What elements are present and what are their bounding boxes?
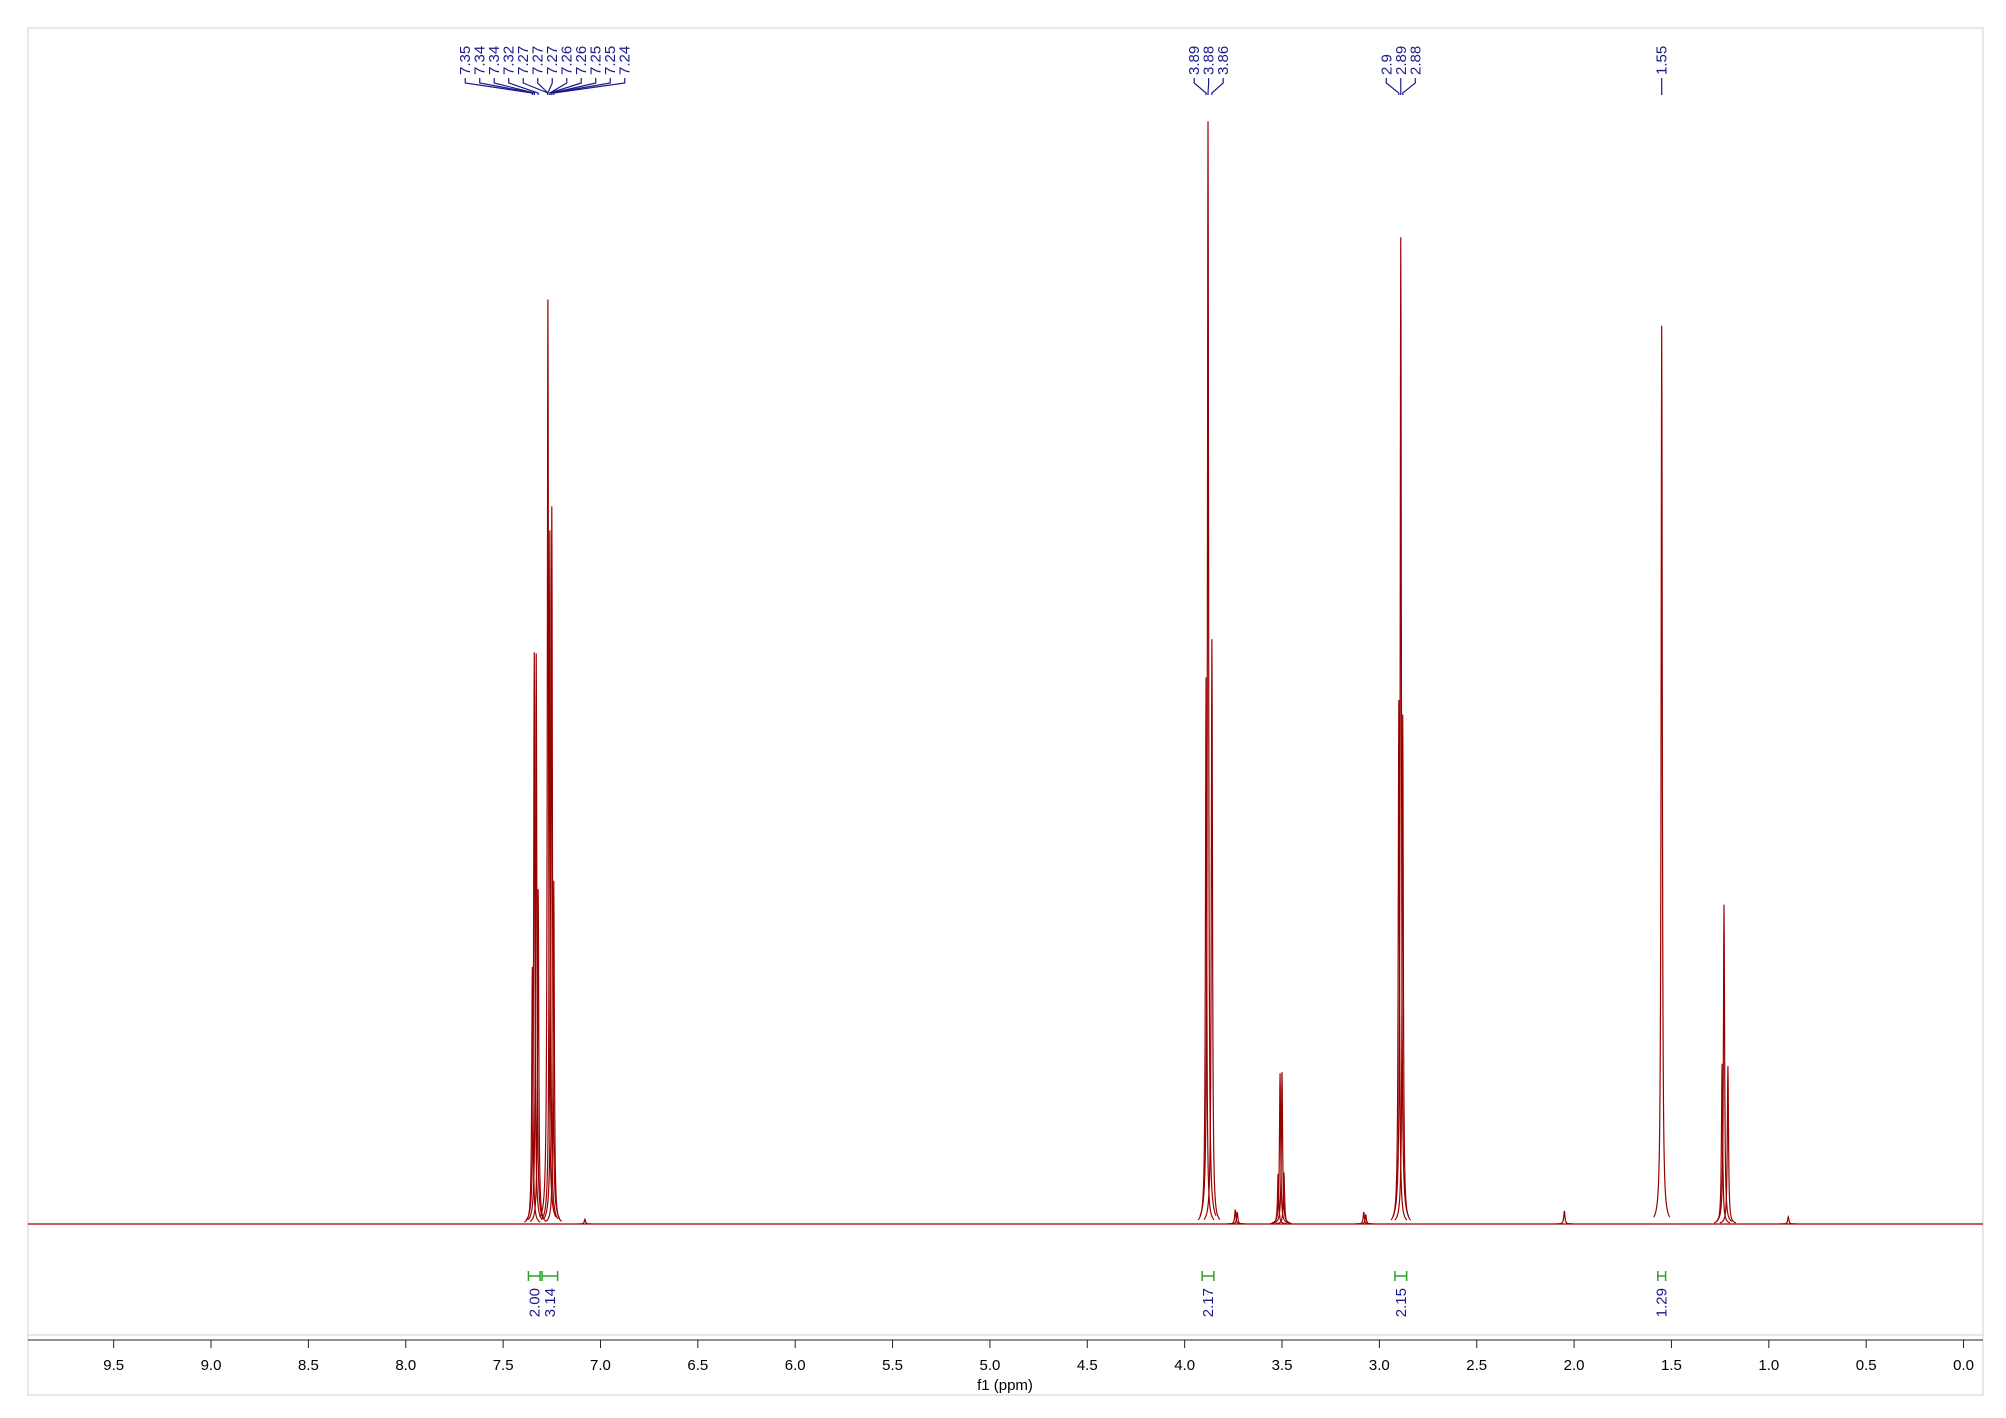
integral-label: 2.15 — [1393, 1288, 1410, 1317]
x-tick-label: 7.0 — [590, 1357, 611, 1374]
peak — [1653, 325, 1671, 1218]
x-tick-label: 9.0 — [201, 1357, 222, 1374]
peak-leader — [1193, 78, 1207, 95]
peak — [1719, 1066, 1737, 1224]
peak-label: 7.25 — [602, 46, 619, 75]
x-tick-label: 2.5 — [1466, 1357, 1487, 1374]
x-tick-label: 9.5 — [103, 1357, 124, 1374]
x-tick-label: 3.0 — [1369, 1357, 1390, 1374]
integral-bracket — [541, 1271, 559, 1281]
peak-label: 2.9 — [1378, 54, 1395, 75]
peak-label: 7.27 — [515, 46, 532, 75]
peak-label: 1.55 — [1654, 46, 1671, 75]
x-tick-label: 5.5 — [882, 1357, 903, 1374]
peak-leader — [1211, 78, 1224, 95]
peak-leader — [1207, 78, 1210, 95]
peak-leader — [551, 78, 611, 95]
integral-label: 1.29 — [1654, 1288, 1671, 1317]
peak-label: 7.25 — [588, 46, 605, 75]
integral-label: 2.17 — [1200, 1288, 1217, 1317]
peak-label: 7.32 — [501, 46, 518, 75]
peak-leader — [1385, 78, 1400, 95]
peak-label: 7.27 — [530, 46, 547, 75]
integral-label: 3.14 — [542, 1288, 559, 1317]
peak-label: 7.24 — [617, 46, 634, 75]
peak — [1556, 1210, 1573, 1225]
x-tick-label: 6.5 — [687, 1357, 708, 1374]
peak — [1199, 121, 1217, 1216]
peak — [1392, 237, 1410, 1217]
peak-label: 7.26 — [573, 46, 590, 75]
x-tick-label: 8.0 — [395, 1357, 416, 1374]
x-tick-label: 1.0 — [1758, 1357, 1779, 1374]
peak — [541, 530, 559, 1220]
peak-label: 7.27 — [544, 46, 561, 75]
peak — [1357, 1214, 1374, 1225]
plot-frame — [27, 27, 1984, 1336]
peak — [1715, 904, 1733, 1223]
peak — [539, 299, 557, 1218]
peak-label: 7.35 — [457, 46, 474, 75]
peak-label: 7.26 — [559, 46, 576, 75]
peak — [1203, 639, 1221, 1220]
x-tick-label: 0.5 — [1856, 1357, 1877, 1374]
peak-label: 3.86 — [1215, 46, 1232, 75]
peak-leader — [508, 78, 539, 95]
peak-leader — [493, 78, 535, 95]
x-tick-label: 4.0 — [1174, 1357, 1195, 1374]
peak-label: 3.89 — [1186, 46, 1203, 75]
peak-leader — [553, 78, 626, 95]
peak — [576, 1217, 593, 1225]
x-tick-label: 1.5 — [1661, 1357, 1682, 1374]
peak-label: 2.88 — [1407, 46, 1424, 75]
x-tick-label: 8.5 — [298, 1357, 319, 1374]
x-tick-label: 3.5 — [1272, 1357, 1293, 1374]
integral-bracket — [1657, 1271, 1667, 1281]
peak-label: 7.34 — [472, 46, 489, 75]
integral-bracket — [1394, 1271, 1408, 1281]
peak-label: 2.89 — [1393, 46, 1410, 75]
peak-leader — [549, 78, 582, 95]
peak — [1275, 1172, 1293, 1225]
x-tick-label: 0.0 — [1953, 1357, 1974, 1374]
peak — [1229, 1211, 1246, 1225]
peak-leader — [1402, 78, 1416, 95]
peak — [1394, 714, 1412, 1221]
x-tick-label: 2.0 — [1564, 1357, 1585, 1374]
x-tick-label: 7.5 — [493, 1357, 514, 1374]
x-axis-label: f1 (ppm) — [977, 1377, 1033, 1394]
peak — [1780, 1214, 1797, 1225]
integral-bracket — [527, 1271, 541, 1281]
peak-label: 3.88 — [1201, 46, 1218, 75]
axis-frame — [27, 1334, 1984, 1396]
peak-label: 7.34 — [486, 46, 503, 75]
peak — [525, 652, 543, 1221]
x-tick-label: 6.0 — [785, 1357, 806, 1374]
peak-leader — [547, 78, 553, 95]
integral-label: 2.00 — [526, 1288, 543, 1317]
peak — [545, 880, 563, 1222]
peak-leader — [464, 78, 533, 95]
x-tick-label: 4.5 — [1077, 1357, 1098, 1374]
peak — [1271, 1073, 1289, 1224]
x-tick-label: 5.0 — [979, 1357, 1000, 1374]
integral-bracket — [1201, 1271, 1215, 1281]
